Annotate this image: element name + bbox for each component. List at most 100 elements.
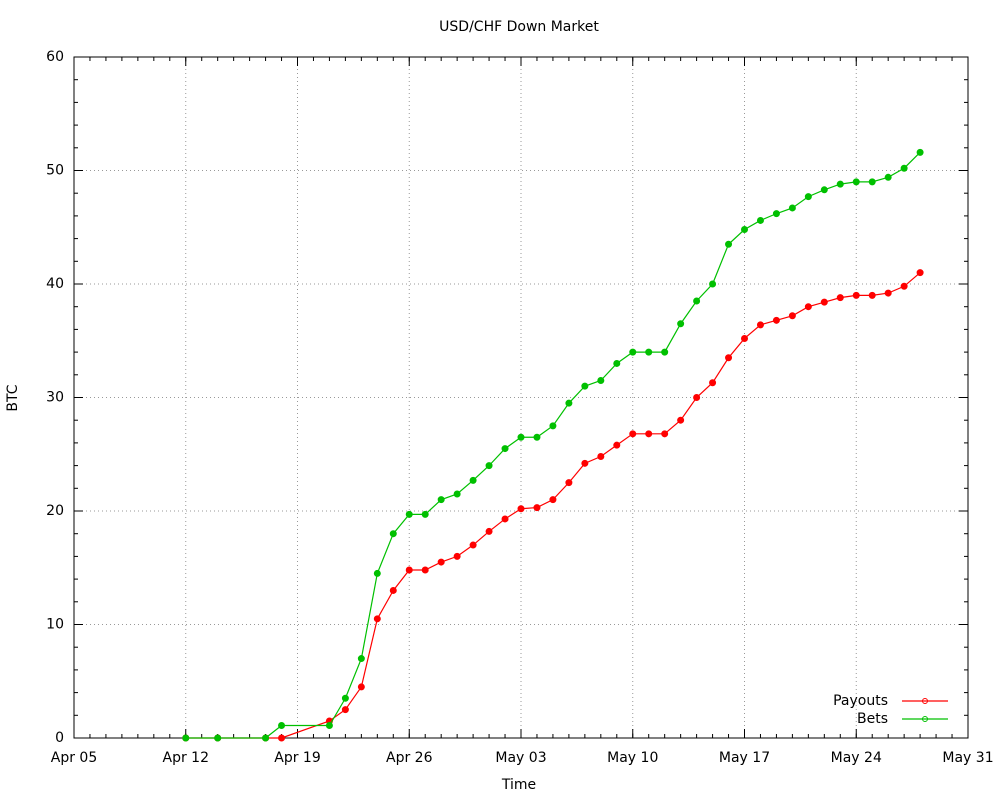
data-point xyxy=(820,298,828,306)
data-point xyxy=(756,216,764,224)
data-point xyxy=(804,193,812,201)
y-tick-label: 30 xyxy=(46,390,64,406)
data-point xyxy=(836,294,844,302)
y-axis-label: BTC xyxy=(5,384,21,411)
data-point xyxy=(405,566,413,574)
data-point xyxy=(900,282,908,290)
legend-marker xyxy=(922,698,928,704)
data-point xyxy=(469,476,477,484)
data-point xyxy=(629,430,637,438)
data-point xyxy=(389,530,397,538)
chart-title: USD/CHF Down Market xyxy=(439,19,599,35)
data-point xyxy=(262,734,270,742)
data-point xyxy=(373,569,381,577)
x-tick-label: Apr 19 xyxy=(274,750,320,766)
data-point xyxy=(565,479,573,487)
data-point xyxy=(437,496,445,504)
data-point xyxy=(597,453,605,461)
data-point xyxy=(852,291,860,299)
data-point xyxy=(278,722,286,730)
data-point xyxy=(485,462,493,470)
data-point xyxy=(341,694,349,702)
data-point xyxy=(677,416,685,424)
data-point xyxy=(804,303,812,311)
data-point xyxy=(373,615,381,623)
data-point xyxy=(725,354,733,362)
x-tick-label: May 31 xyxy=(942,750,993,766)
data-point xyxy=(709,280,717,288)
data-point xyxy=(501,515,509,523)
data-point xyxy=(693,297,701,305)
data-point xyxy=(421,510,429,518)
data-point xyxy=(549,496,557,504)
data-point xyxy=(613,441,621,449)
data-point xyxy=(645,430,653,438)
data-point xyxy=(645,348,653,356)
data-point xyxy=(341,706,349,714)
x-tick-label: Apr 26 xyxy=(386,750,433,766)
data-point xyxy=(852,178,860,186)
data-point xyxy=(725,240,733,248)
data-point xyxy=(788,312,796,320)
data-point xyxy=(517,433,525,441)
data-point xyxy=(549,422,557,430)
data-point xyxy=(916,148,924,156)
data-point xyxy=(756,321,764,329)
data-point xyxy=(772,316,780,324)
data-point xyxy=(485,527,493,535)
data-point xyxy=(533,504,541,512)
x-tick-label: May 24 xyxy=(831,750,882,766)
data-point xyxy=(868,291,876,299)
y-tick-label: 0 xyxy=(55,730,64,746)
data-point xyxy=(581,459,589,467)
data-point xyxy=(677,320,685,328)
y-tick-label: 10 xyxy=(46,617,64,633)
data-point xyxy=(453,490,461,498)
data-point xyxy=(916,269,924,277)
legend-marker xyxy=(922,716,928,722)
data-point xyxy=(693,394,701,401)
data-point xyxy=(453,552,461,560)
x-tick-label: Apr 05 xyxy=(51,750,97,766)
data-point xyxy=(613,359,621,367)
y-tick-label: 20 xyxy=(46,503,64,519)
data-point xyxy=(661,348,669,356)
data-point xyxy=(389,586,397,594)
data-point xyxy=(581,382,589,390)
data-point xyxy=(437,558,445,566)
legend-label: Payouts xyxy=(833,693,888,709)
data-point xyxy=(357,683,365,691)
data-point xyxy=(565,399,573,407)
data-point xyxy=(421,566,429,574)
data-point xyxy=(629,348,637,356)
data-point xyxy=(884,289,892,297)
data-point xyxy=(900,164,908,172)
data-point xyxy=(214,734,222,742)
data-point xyxy=(357,655,365,663)
data-point xyxy=(709,379,717,387)
data-point xyxy=(661,430,669,438)
data-point xyxy=(741,226,748,234)
data-point xyxy=(325,722,333,730)
x-tick-label: May 10 xyxy=(607,750,658,766)
series-line xyxy=(185,272,921,739)
data-point xyxy=(741,334,748,342)
series-line xyxy=(185,151,921,739)
y-tick-label: 60 xyxy=(46,49,64,65)
legend-label: Bets xyxy=(857,711,888,727)
data-point xyxy=(405,510,413,518)
x-tick-label: Apr 12 xyxy=(163,750,209,766)
data-point xyxy=(182,734,190,742)
x-axis-label: Time xyxy=(501,777,536,793)
data-point xyxy=(884,173,892,181)
data-point xyxy=(820,186,828,194)
data-point xyxy=(868,178,876,186)
y-tick-label: 50 xyxy=(46,163,64,179)
data-point xyxy=(517,505,525,513)
data-point xyxy=(501,445,509,453)
data-point xyxy=(469,541,477,549)
data-point xyxy=(836,180,844,188)
data-point xyxy=(533,433,541,441)
data-point xyxy=(597,376,605,384)
